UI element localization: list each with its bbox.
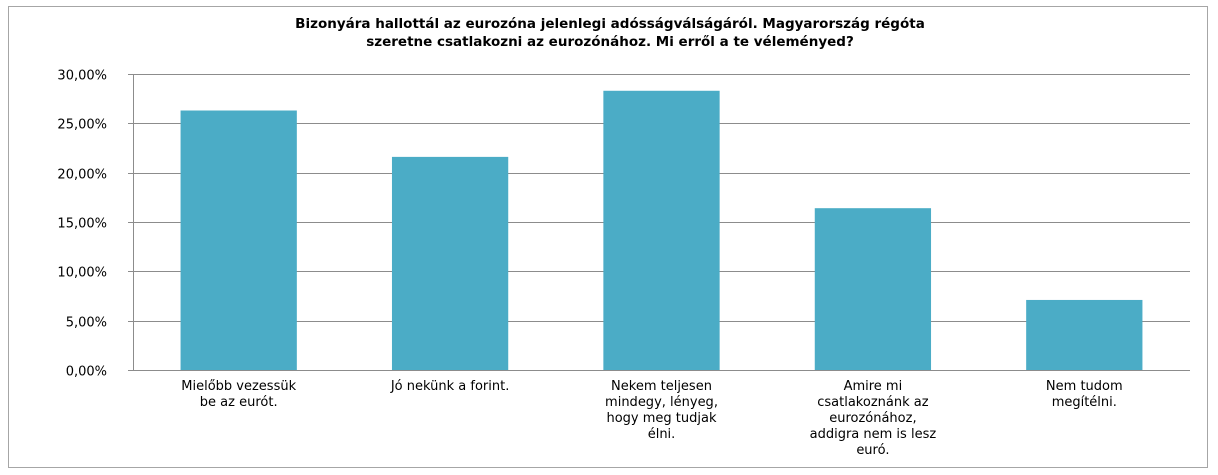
bar [1026,299,1143,370]
x-tick-label: euró. [856,443,889,458]
chart-title-line-2: szeretne csatlakozni az eurozónához. Mi … [366,34,854,50]
bar [391,156,509,370]
bar [814,208,932,370]
x-tick-label: Nekem teljesen [611,379,712,394]
chart-title: Bizonyára hallottál az eurozóna jelenleg… [150,15,1070,51]
y-tick-label: 15,00% [57,217,107,232]
x-tick-label: hogy meg tudjak [606,411,716,426]
bar [180,110,297,371]
y-tick-labels: 0,00% 5,00% 10,00% 15,00% 20,00% 25,00% 30,00% [57,69,107,380]
y-tick-label: 30,00% [57,69,107,84]
x-tick-label: élni. [648,427,676,442]
x-tick-label: be az eurót. [200,395,278,410]
x-tick-label: Amire mi [844,379,903,394]
y-tick-label: 10,00% [57,266,107,281]
x-tick-label: eurozónához, [829,411,916,426]
y-tick-label: 0,00% [66,365,107,380]
y-tick-label: 5,00% [66,316,107,331]
bars [180,90,1143,371]
y-tick-label: 20,00% [57,168,107,183]
axes [128,74,1190,371]
x-tick-label: Mielőbb vezessük [181,379,296,394]
x-tick-label: megítélni. [1052,395,1117,410]
x-tick-label: csatlakoznánk az [817,395,928,410]
bar [603,90,720,371]
x-tick-label: addigra nem is lesz [810,427,937,442]
chart-title-line-1: Bizonyára hallottál az eurozóna jelenleg… [295,16,925,32]
x-tick-label: Nem tudom [1046,379,1123,394]
x-tick-label: mindegy, lényeg, [605,395,718,410]
y-tick-label: 25,00% [57,118,107,133]
x-tick-label: Jó nekünk a forint. [390,379,509,394]
